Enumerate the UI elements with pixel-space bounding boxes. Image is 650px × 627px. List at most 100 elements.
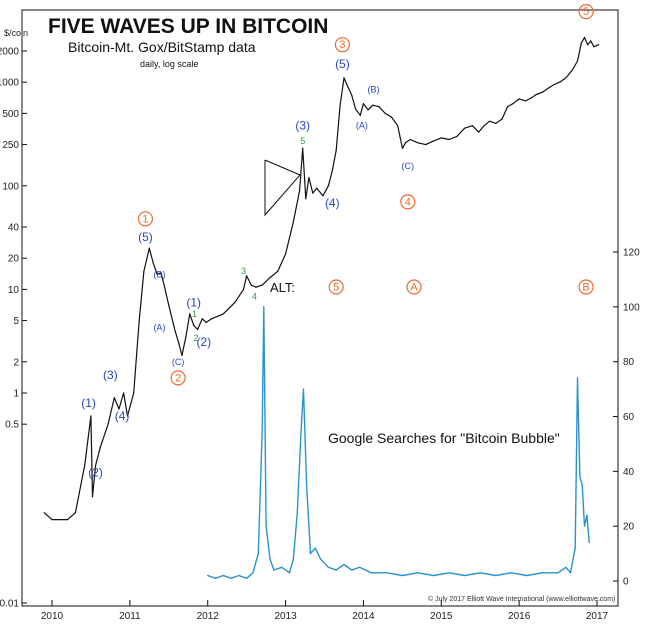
google-point [358, 566, 361, 568]
bitcoin-point [123, 392, 125, 394]
wave-label: (1) [81, 396, 96, 410]
x-tick-label: 2017 [586, 611, 609, 622]
bitcoin-point [417, 142, 419, 144]
google-point [510, 572, 512, 574]
x-tick-label: 2010 [41, 611, 64, 622]
wave-label: (A) [153, 322, 165, 332]
bitcoin-point [269, 277, 271, 279]
bitcoin-point [205, 321, 207, 323]
google-point [222, 574, 224, 577]
bitcoin-point [593, 46, 595, 48]
plot-frame [21, 9, 619, 607]
chart-subtitle: Bitcoin-Mt. Gox/BitStamp data [68, 39, 256, 55]
google-point [230, 577, 232, 579]
left-tick-label: 100 [2, 181, 19, 192]
wave-label: 3 [339, 39, 345, 51]
left-tick-label: 10 [8, 285, 20, 296]
google-point [417, 572, 419, 574]
wave-label: (2) [196, 335, 211, 349]
bitcoin-point [292, 221, 294, 223]
google-point [327, 566, 329, 568]
bitcoin-point [355, 108, 357, 110]
x-tick-label: 2015 [430, 611, 453, 622]
google-point [386, 572, 388, 574]
left-tick-label: 20 [8, 254, 20, 265]
wave-label: 1 [192, 309, 197, 319]
bitcoin-point [390, 116, 393, 118]
bitcoin-point [576, 60, 579, 62]
bitcoin-point [234, 301, 236, 303]
bitcoin-point [126, 415, 129, 417]
wave-circle-mark [334, 37, 351, 53]
bitcoin-point [553, 83, 555, 86]
chart-scale-note: daily, log scale [140, 59, 198, 69]
wave-label: (C) [172, 357, 185, 367]
google-point [432, 574, 435, 577]
bitcoin-point [312, 192, 314, 194]
google-point [579, 476, 581, 478]
bitcoin-point [322, 195, 324, 197]
bitcoin-point [91, 496, 94, 498]
bitcoin-point [343, 77, 345, 79]
google-point [448, 572, 450, 574]
bitcoin-point [299, 189, 301, 192]
bitcoin-point [471, 125, 473, 127]
bitcoin-point [305, 198, 307, 200]
google-point [273, 569, 275, 571]
google-point [581, 484, 583, 486]
x-tick-label: 2011 [119, 611, 141, 622]
bitcoin-point [67, 519, 69, 521]
bitcoin-point [404, 142, 407, 144]
right-tick-label: 120 [623, 248, 640, 259]
bitcoin-point [246, 275, 248, 277]
alt-wave-label: A [410, 282, 418, 294]
bitcoin-point [152, 262, 154, 264]
google-point [335, 569, 337, 571]
google-point [302, 388, 305, 390]
right-tick-label: 40 [623, 467, 635, 478]
left-tick-label: 2000 [0, 47, 19, 58]
bitcoin-point [541, 91, 544, 93]
google-point [401, 574, 403, 577]
google-point [306, 484, 308, 486]
google-point [320, 558, 322, 560]
google-point [576, 377, 579, 379]
bitcoin-point [565, 77, 567, 79]
google-point [292, 558, 294, 560]
bitcoin-point [90, 415, 92, 417]
bitcoin-point [160, 272, 162, 274]
wave-label: (4) [115, 409, 130, 423]
wave-label: (B) [368, 85, 380, 95]
google-point [495, 574, 497, 577]
bitcoin-point [362, 103, 364, 105]
bitcoin-point [74, 512, 76, 514]
bitcoin-point [456, 135, 458, 137]
google-point [261, 429, 263, 431]
left-tick-label: 250 [2, 140, 19, 151]
google-point [296, 511, 298, 514]
bitcoin-point [495, 122, 497, 124]
bitcoin-point [506, 106, 509, 108]
wave-label: (B) [153, 269, 165, 279]
bitcoin-point [163, 284, 165, 286]
x-tick-label: 2016 [508, 611, 531, 622]
bitcoin-point [113, 397, 115, 399]
wave-circle-mark [400, 194, 416, 210]
google-point [252, 572, 254, 574]
bitcoin-point [530, 97, 532, 99]
google-series-label: Google Searches for "Bitcoin Bubble" [328, 430, 560, 446]
bitcoin-point [339, 104, 341, 106]
right-tick-label: 80 [623, 357, 635, 368]
bitcoin-point [432, 140, 435, 142]
bitcoin-point [335, 149, 337, 151]
google-point [207, 574, 209, 577]
alt-wave-circle [328, 279, 344, 295]
bitcoin-point [378, 106, 380, 108]
x-tick-label: 2012 [197, 611, 220, 622]
x-tick-label: 2014 [352, 611, 375, 622]
bitcoin-point [156, 273, 158, 275]
bitcoin-point [84, 464, 86, 466]
alt-wave-label: 5 [333, 282, 339, 294]
bitcoin-point [178, 343, 180, 345]
bitcoin-point [590, 40, 592, 42]
